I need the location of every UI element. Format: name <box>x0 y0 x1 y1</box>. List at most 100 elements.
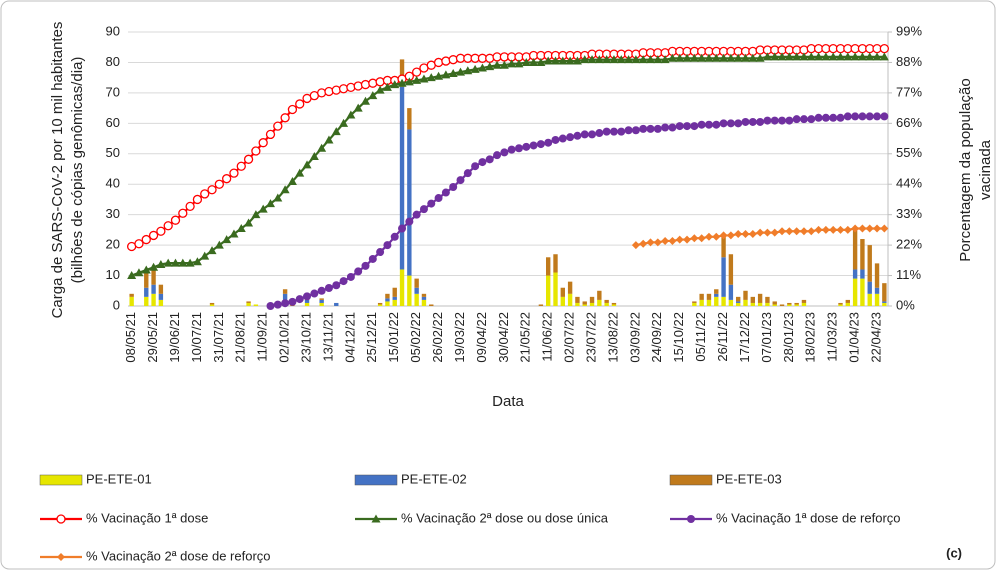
line-marker <box>200 251 210 260</box>
legend-label: PE-ETE-01 <box>86 471 152 486</box>
line-marker <box>755 53 765 62</box>
bar-segment <box>882 302 887 306</box>
line-marker <box>704 232 713 241</box>
bar-segment <box>692 301 697 303</box>
line-marker <box>331 127 341 136</box>
bar-segment <box>253 304 259 306</box>
line-marker <box>697 120 706 129</box>
line-marker <box>748 117 757 126</box>
line-marker <box>346 272 355 281</box>
y-tick-label: 30 <box>106 206 120 221</box>
bar-segment <box>385 293 390 299</box>
bar-segment <box>151 293 156 306</box>
line-marker <box>719 231 728 240</box>
line-marker <box>433 57 444 68</box>
x-tick-label: 11/03/23 <box>825 312 840 362</box>
x-tick-label: 11/06/22 <box>540 312 555 362</box>
line-marker <box>595 129 604 138</box>
line-marker <box>748 53 758 62</box>
y-tick-label: 90 <box>106 23 120 38</box>
line-marker <box>514 59 524 68</box>
line-marker <box>295 168 305 177</box>
bar-segment <box>151 284 156 294</box>
bar-segment <box>334 302 339 306</box>
line-marker <box>426 73 436 82</box>
bar-segment <box>144 287 149 297</box>
line-marker <box>412 210 421 219</box>
line-marker <box>303 292 312 301</box>
y-tick-label: 0 <box>113 297 120 312</box>
bar-segment <box>779 304 785 306</box>
bar-segment <box>845 302 850 306</box>
bar-segment <box>582 301 587 305</box>
line-marker <box>821 113 830 122</box>
bar-segment <box>129 293 134 297</box>
y2-tick-label: 33% <box>896 206 922 221</box>
line-marker <box>624 126 633 135</box>
line-marker <box>857 52 867 61</box>
x-tick-label: 23/07/22 <box>583 312 598 363</box>
bar-segment <box>246 301 251 303</box>
line-marker <box>141 265 151 274</box>
bar-segment <box>699 299 704 306</box>
bar-segment <box>377 302 383 305</box>
line-marker <box>244 218 254 227</box>
line-marker <box>836 52 845 61</box>
bar-segment <box>399 86 405 270</box>
bar-segment <box>129 296 134 306</box>
bar-segment <box>282 293 288 300</box>
line-marker <box>683 122 692 131</box>
bar-segment <box>319 299 324 303</box>
y2-tick-label: 99% <box>896 23 922 38</box>
line-marker <box>712 232 721 241</box>
line-marker <box>631 126 640 135</box>
y-tick-label: 70 <box>106 84 120 99</box>
line-marker <box>148 230 159 241</box>
y-tick-label: 20 <box>106 237 120 252</box>
line-marker <box>807 227 816 236</box>
x-tick-label: 18/02/23 <box>803 312 818 363</box>
legend-item: PE-ETE-01 <box>39 471 152 486</box>
line-marker <box>792 52 802 61</box>
bar-segment <box>845 299 850 303</box>
line-marker <box>354 267 363 276</box>
line-marker <box>375 77 385 87</box>
line-marker <box>156 259 166 268</box>
legend-label: % Vacinação 1ª dose <box>86 510 208 525</box>
line-marker <box>785 116 794 125</box>
bar-segment <box>582 304 587 306</box>
y2-tick-label: 88% <box>896 54 922 69</box>
line-marker <box>660 55 670 64</box>
bar-segment <box>399 269 405 306</box>
line-marker <box>229 229 239 238</box>
bar-segment <box>553 254 558 273</box>
y2-tick-label: 77% <box>896 84 922 99</box>
line-marker <box>763 228 772 237</box>
bar-segment <box>692 302 697 306</box>
line-marker <box>624 55 634 64</box>
x-tick-label: 13/11/21 <box>320 312 335 362</box>
line-marker <box>463 66 473 75</box>
y2-tick-label: 66% <box>896 115 922 130</box>
line-marker <box>675 53 685 62</box>
bar-segment <box>867 293 872 306</box>
line-marker <box>500 148 509 157</box>
line-marker <box>251 146 261 156</box>
line-marker <box>529 141 538 150</box>
line-marker <box>865 224 874 233</box>
bar-segment <box>801 302 807 306</box>
line-marker <box>865 52 875 61</box>
line-marker <box>719 119 728 128</box>
line-marker <box>638 55 648 64</box>
line-marker <box>565 56 575 65</box>
bar-segment <box>209 304 215 306</box>
x-tick-label: 26/02/22 <box>430 312 445 363</box>
line-marker <box>682 53 692 62</box>
line-marker <box>236 161 246 171</box>
line-marker <box>850 52 860 61</box>
x-tick-label: 26/11/22 <box>715 312 730 362</box>
x-tick-label: 09/04/22 <box>474 312 489 363</box>
line-marker <box>463 169 472 178</box>
bar-segment <box>757 302 763 306</box>
line-marker <box>639 124 648 133</box>
